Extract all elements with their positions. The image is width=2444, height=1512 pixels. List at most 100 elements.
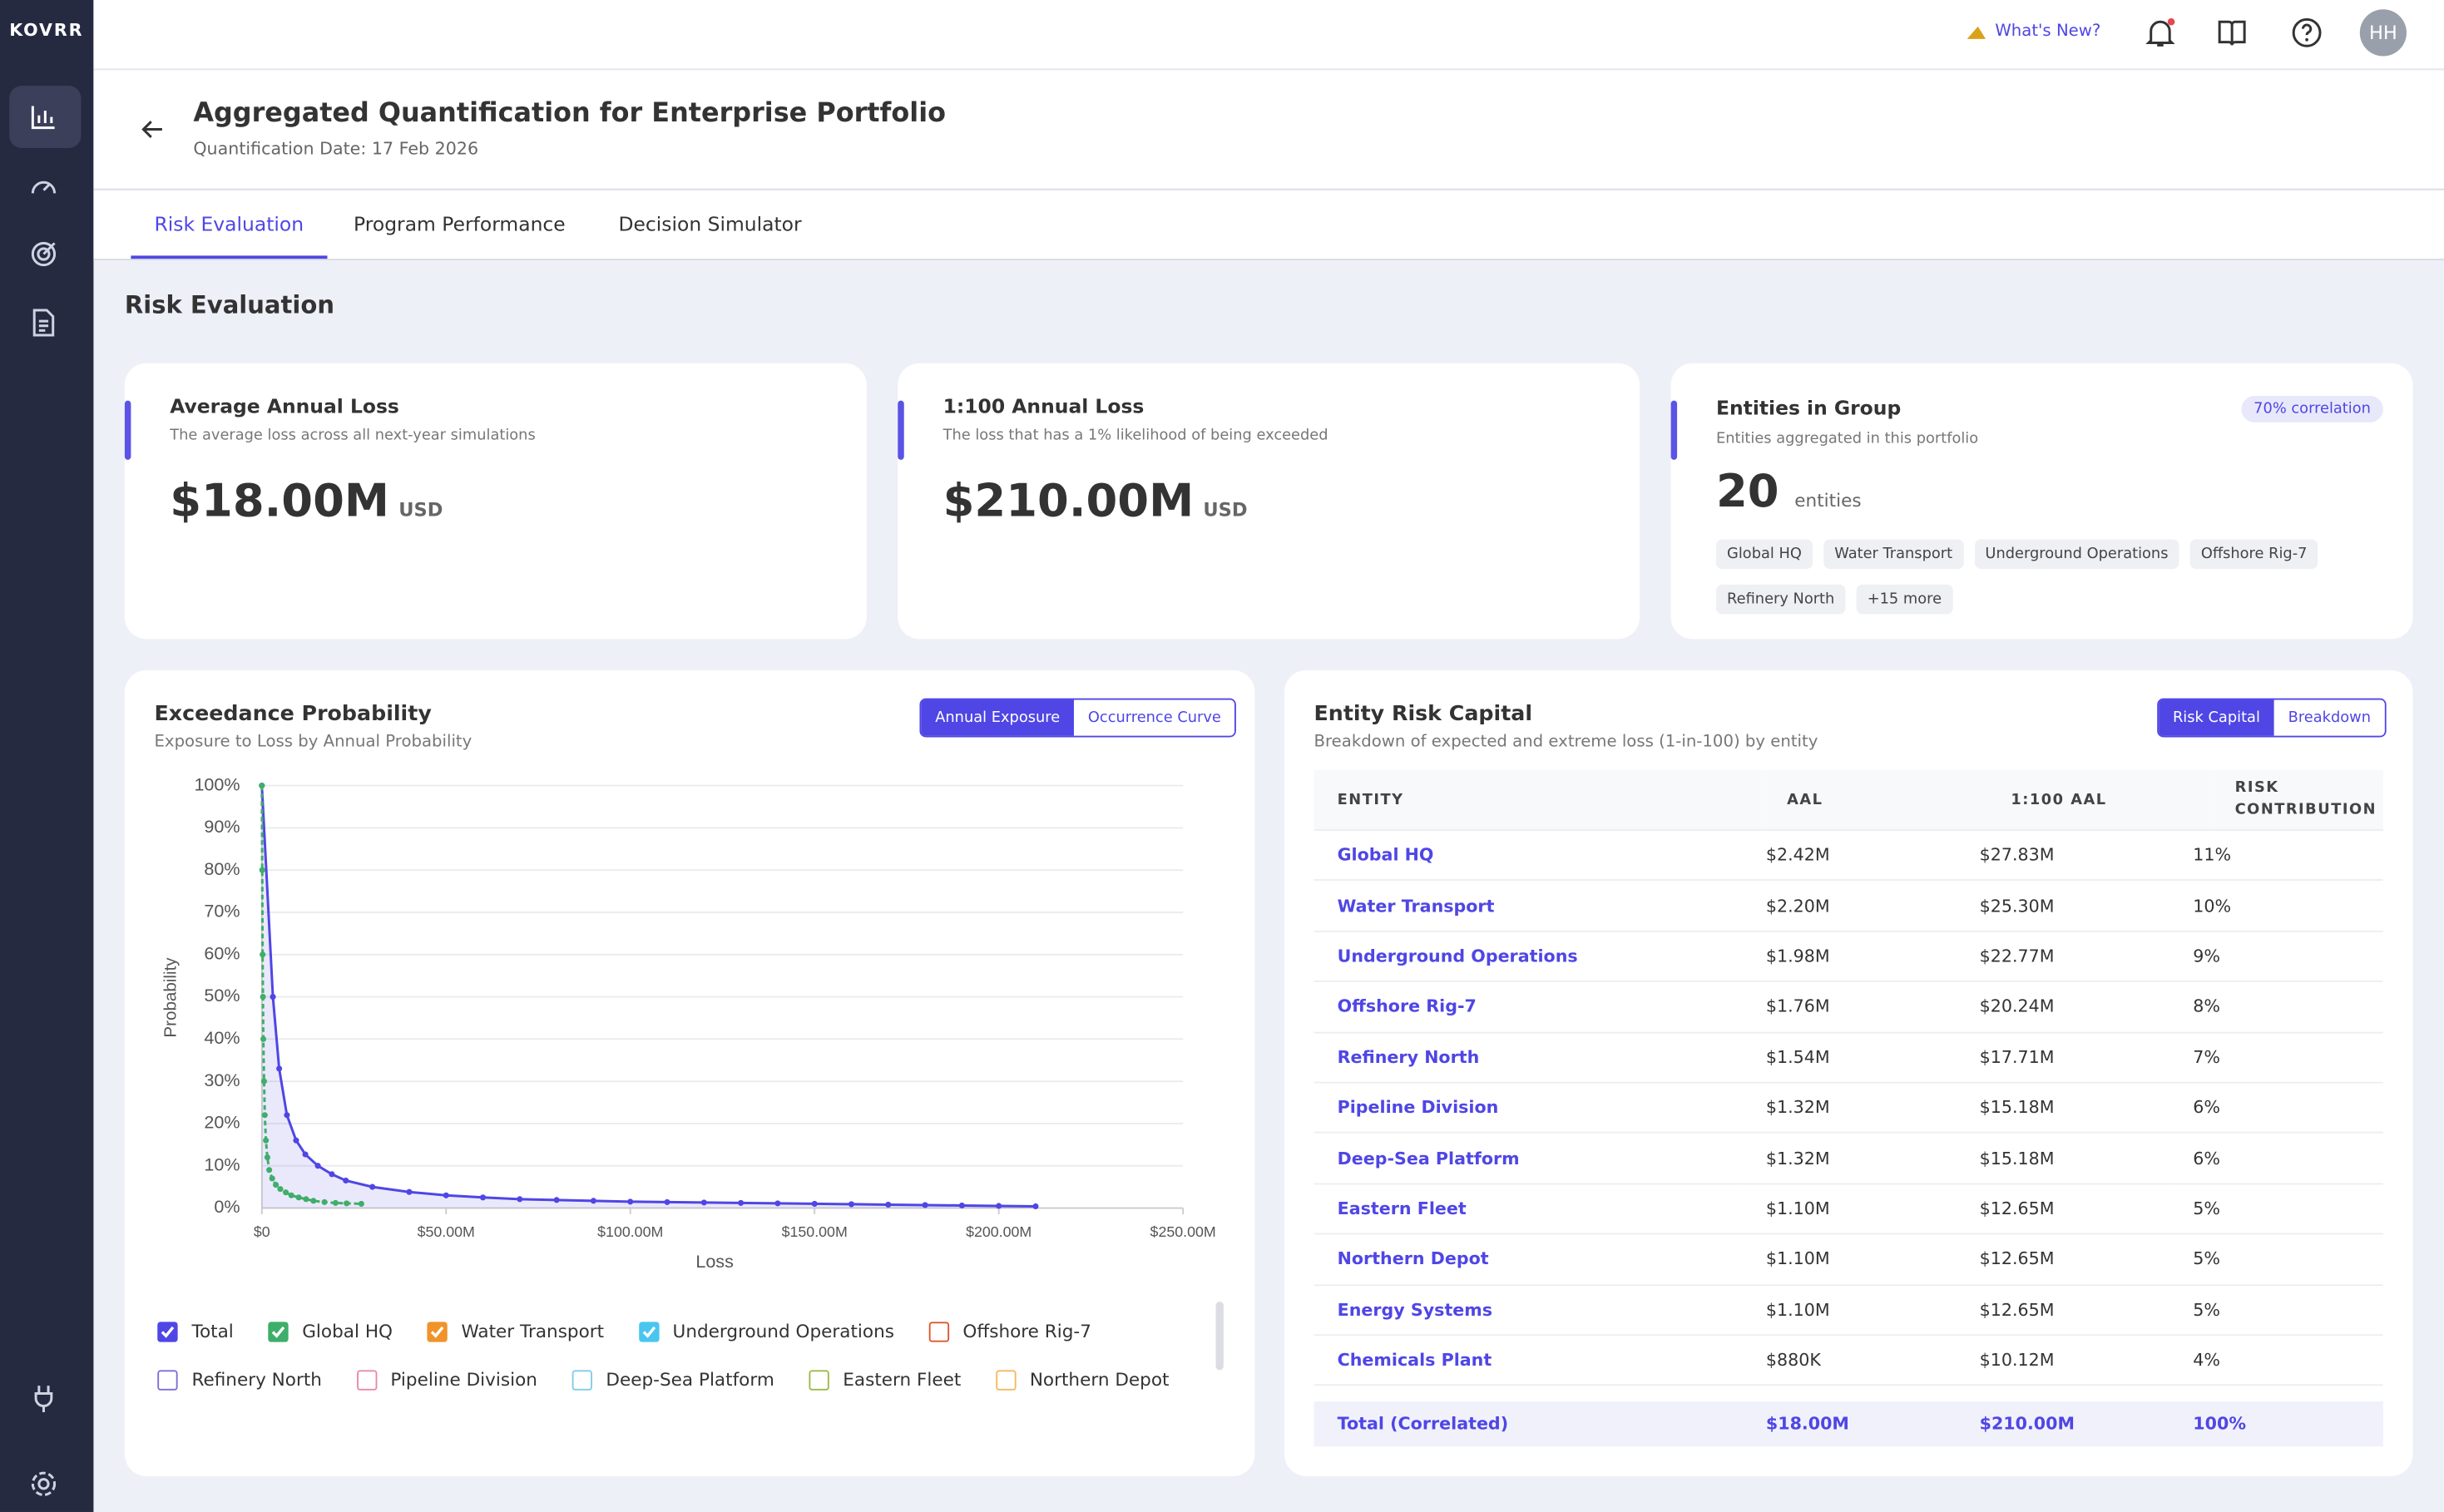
table-cell: $22.77M [1956, 931, 2170, 983]
legend-checkbox[interactable] [157, 1369, 178, 1390]
entity-chip[interactable]: Global HQ [1715, 539, 1813, 570]
entity-link[interactable]: Water Transport [1314, 880, 1743, 932]
entity-link[interactable]: Offshore Rig-7 [1314, 981, 1743, 1033]
legend-item[interactable]: Deep-Sea Platform [571, 1369, 774, 1391]
table-row: Water Transport $2.20M $25.30M 10% [1314, 880, 2383, 932]
entity-link[interactable]: Chemicals Plant [1314, 1335, 1743, 1386]
legend-item[interactable]: Eastern Fleet [809, 1369, 961, 1391]
nav-integrations[interactable] [30, 1384, 58, 1413]
data-point [358, 1200, 364, 1207]
kpi-unit: USD [398, 498, 443, 521]
entity-link[interactable]: Pipeline Division [1314, 1082, 1743, 1134]
legend-checkbox[interactable] [356, 1369, 377, 1390]
table-total: Total (Correlated) $18.00M $210.00M 100% [1314, 1401, 2383, 1447]
data-point [479, 1194, 487, 1201]
notifications[interactable] [2145, 17, 2175, 48]
legend-item[interactable]: Underground Operations [638, 1320, 894, 1342]
legend-item[interactable]: Water Transport [427, 1320, 604, 1342]
x-tick-label: $200.00M [966, 1223, 1032, 1240]
legend-item[interactable]: Offshore Rig-7 [928, 1320, 1091, 1342]
data-point [343, 1177, 349, 1184]
table-cell: 6% [2169, 1082, 2383, 1134]
logo[interactable]: KOVRR [9, 20, 84, 41]
avatar[interactable]: HH [2359, 9, 2407, 57]
data-point [260, 1035, 267, 1042]
kpi-description: The loss that has a 1% likelihood of bei… [942, 427, 1328, 445]
legend-checkbox[interactable] [427, 1321, 448, 1342]
help[interactable] [2291, 17, 2322, 48]
nav-gauge[interactable] [30, 171, 58, 200]
table-cell: $1.10M [1742, 1183, 1957, 1235]
tab[interactable]: Program Performance [354, 211, 566, 236]
legend-checkbox[interactable] [571, 1369, 592, 1390]
legend-checkbox[interactable] [638, 1321, 659, 1342]
entity-link[interactable]: Refinery North [1314, 1031, 1743, 1084]
data-point [406, 1188, 413, 1195]
y-tick-label: 10% [204, 1154, 240, 1174]
check [271, 1325, 285, 1337]
table-subtitle: Breakdown of expected and extreme loss (… [1314, 732, 1818, 752]
series-line [260, 785, 362, 1205]
table-cell: $17.71M [1956, 1031, 2170, 1084]
whats-new[interactable]: What's New? [1995, 22, 2101, 41]
entity-link[interactable]: Transport Hub [1314, 1385, 1743, 1401]
entity-link[interactable]: Eastern Fleet [1314, 1183, 1743, 1235]
entity-chip[interactable]: Refinery North [1715, 584, 1846, 615]
entity-chip[interactable]: Water Transport [1823, 539, 1964, 570]
y-tick-label: 80% [204, 858, 240, 879]
toggle-option[interactable]: Annual Exposure [921, 699, 1075, 736]
nav-settings[interactable] [30, 1470, 58, 1498]
entity-chip[interactable]: Offshore Rig-7 [2189, 539, 2318, 570]
docs[interactable] [2216, 17, 2247, 48]
chart-title: Exceedance Probability [154, 701, 432, 727]
x-tick-label: $100.00M [597, 1223, 663, 1240]
entity-chip[interactable]: +15 more [1856, 584, 1953, 615]
toggle-option[interactable]: Occurrence Curve [1074, 699, 1235, 736]
table-row: Energy Systems $1.10M $12.65M 5% [1314, 1284, 2383, 1337]
back-button[interactable] [141, 117, 166, 142]
nav-analytics[interactable] [30, 103, 58, 131]
table-cell: 8% [2169, 981, 2383, 1033]
entity-link[interactable]: Underground Operations [1314, 931, 1743, 983]
legend-item[interactable]: Northern Depot [995, 1369, 1169, 1391]
risk-capital-card: Entity Risk Capital Breakdown of expecte… [1284, 670, 2413, 1476]
table-head: ENTITY AAL 1:100 AAL RISK CONTRIBUTION [1314, 769, 2383, 831]
data-point [329, 1171, 335, 1178]
tab[interactable]: Risk Evaluation [131, 190, 328, 259]
toggle-option[interactable]: Risk Capital [2159, 699, 2274, 736]
legend-label: Water Transport [461, 1320, 605, 1342]
tab[interactable]: Decision Simulator [618, 211, 802, 236]
legend-checkbox[interactable] [928, 1321, 949, 1342]
legend-item[interactable]: Refinery North [157, 1369, 322, 1391]
toggle-option[interactable]: Breakdown [2273, 699, 2385, 736]
entity-link[interactable]: Northern Depot [1314, 1233, 1743, 1286]
data-point [922, 1202, 928, 1208]
data-point [288, 1192, 294, 1198]
table-cell: $1.76M [1742, 981, 1957, 1033]
data-point [283, 1189, 289, 1196]
legend-item[interactable]: Total [157, 1320, 234, 1342]
table-cell: $1.54M [1742, 1031, 1957, 1084]
legend-checkbox[interactable] [995, 1369, 1016, 1390]
entity-link[interactable]: Deep-Sea Platform [1314, 1133, 1743, 1184]
table-cell: $15.18M [1956, 1133, 2170, 1184]
header-row: ENTITY AAL 1:100 AAL RISK CONTRIBUTION [1314, 769, 2383, 831]
legend-label: Underground Operations [672, 1320, 894, 1342]
legend-item[interactable]: Pipeline Division [356, 1369, 537, 1391]
legend-checkbox[interactable] [809, 1369, 829, 1390]
data-point [1032, 1203, 1039, 1210]
legend-checkbox[interactable] [157, 1321, 178, 1342]
table-cell: $1.32M [1742, 1082, 1957, 1134]
legend-checkbox[interactable] [268, 1321, 289, 1342]
y-tick-label: 0% [214, 1196, 240, 1217]
legend-label: Global HQ [302, 1320, 393, 1342]
nav-target[interactable] [30, 240, 58, 269]
legend-item[interactable]: Global HQ [268, 1320, 393, 1342]
table-cell: $12.65M [1956, 1284, 2170, 1337]
table-row: Offshore Rig-7 $1.76M $20.24M 8% [1314, 981, 2383, 1033]
entity-link[interactable]: Energy Systems [1314, 1284, 1743, 1337]
nav-report[interactable] [30, 309, 58, 337]
entity-chip[interactable]: Underground Operations [1974, 539, 2179, 570]
entity-link[interactable]: Global HQ [1314, 830, 1743, 882]
entities-card: Entities in Group 70% correlation Entiti… [1670, 363, 2413, 640]
